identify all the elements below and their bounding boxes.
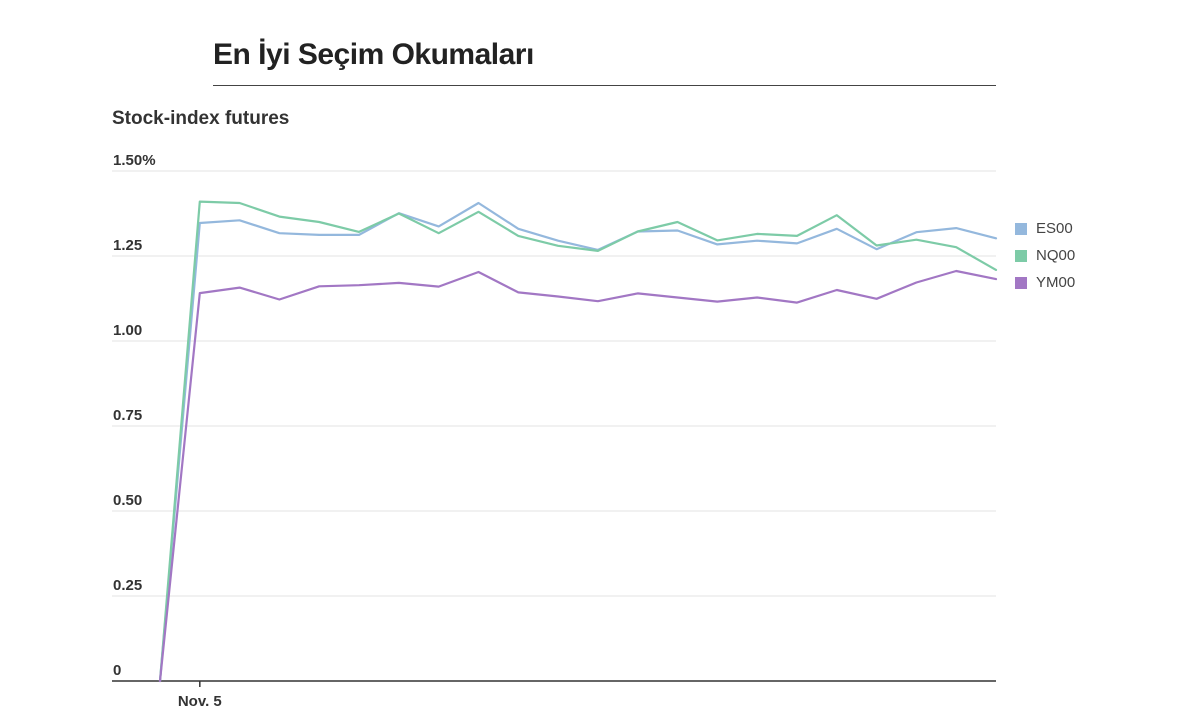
legend-swatch <box>1015 249 1027 262</box>
title-divider <box>213 85 996 86</box>
y-tick-label: 1.25 <box>113 237 142 254</box>
series-line-es00 <box>158 201 998 683</box>
y-tick-label: 0.50 <box>113 492 142 509</box>
legend-item: YM00 <box>1015 269 1075 296</box>
chart-title: Stock-index futures <box>112 108 290 129</box>
y-tick-label: 0.75 <box>113 407 142 424</box>
legend-swatch <box>1015 276 1027 289</box>
series-line-nq00 <box>158 200 998 683</box>
y-tick-label: 0.25 <box>113 577 142 594</box>
chart-legend: ES00 NQ00 YM00 <box>1015 215 1075 296</box>
legend-item: ES00 <box>1015 215 1075 242</box>
legend-label: ES00 <box>1036 220 1073 237</box>
y-tick-label: 1.50% <box>113 152 156 169</box>
y-tick-label: 0 <box>113 662 121 679</box>
legend-swatch <box>1015 222 1027 235</box>
x-tick-label: Nov. 5 <box>178 693 222 710</box>
legend-label: NQ00 <box>1036 247 1076 264</box>
page-title: En İyi Seçim Okumaları <box>213 38 534 71</box>
legend-item: NQ00 <box>1015 242 1075 269</box>
series-line-ym00 <box>158 269 998 683</box>
y-tick-label: 1.00 <box>113 322 142 339</box>
legend-label: YM00 <box>1036 274 1076 291</box>
